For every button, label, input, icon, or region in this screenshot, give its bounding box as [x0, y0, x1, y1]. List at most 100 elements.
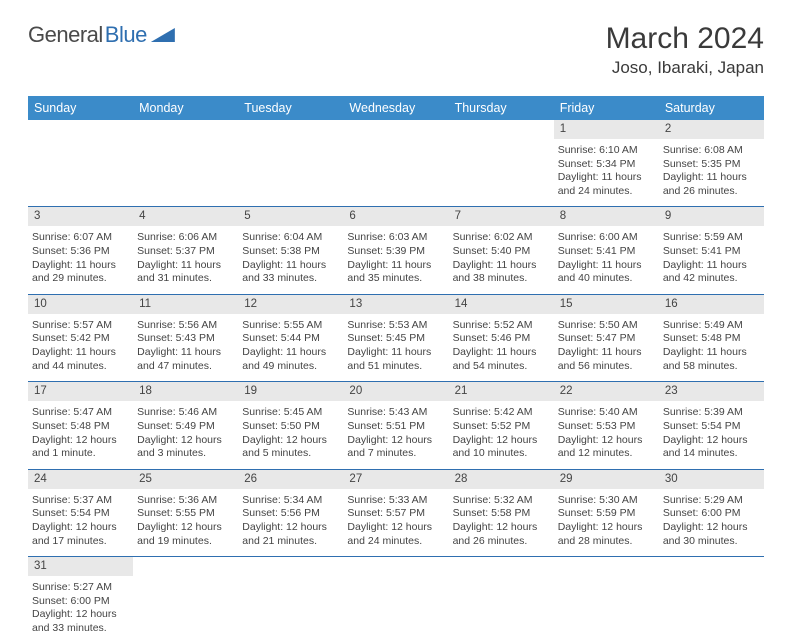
sunset-text: Sunset: 5:40 PM [453, 245, 550, 259]
day-cell: Sunrise: 6:02 AMSunset: 5:40 PMDaylight:… [449, 226, 554, 294]
sunset-text: Sunset: 5:45 PM [347, 332, 444, 346]
day-number-cell: 27 [343, 469, 448, 488]
day-number-cell: 7 [449, 207, 554, 226]
day-number-cell: 11 [133, 294, 238, 313]
sunrise-text: Sunrise: 5:59 AM [663, 231, 760, 245]
daylight-text: Daylight: 12 hours and 30 minutes. [663, 521, 760, 548]
day-number-cell: 22 [554, 382, 659, 401]
day-data-row: Sunrise: 5:57 AMSunset: 5:42 PMDaylight:… [28, 314, 764, 382]
daylight-text: Daylight: 11 hours and 42 minutes. [663, 259, 760, 286]
daylight-text: Daylight: 11 hours and 33 minutes. [242, 259, 339, 286]
daylight-text: Daylight: 11 hours and 44 minutes. [32, 346, 129, 373]
daylight-text: Daylight: 12 hours and 14 minutes. [663, 434, 760, 461]
daylight-text: Daylight: 11 hours and 56 minutes. [558, 346, 655, 373]
day-number-cell: 2 [659, 120, 764, 139]
day-number-cell: 16 [659, 294, 764, 313]
day-number-cell: 30 [659, 469, 764, 488]
day-cell [659, 576, 764, 644]
day-number-cell: 19 [238, 382, 343, 401]
daylight-text: Daylight: 12 hours and 21 minutes. [242, 521, 339, 548]
day-number-cell [554, 557, 659, 576]
sunset-text: Sunset: 6:00 PM [663, 507, 760, 521]
day-header: Wednesday [343, 96, 448, 120]
sunset-text: Sunset: 5:47 PM [558, 332, 655, 346]
day-number-cell: 10 [28, 294, 133, 313]
day-cell: Sunrise: 6:06 AMSunset: 5:37 PMDaylight:… [133, 226, 238, 294]
day-cell: Sunrise: 6:03 AMSunset: 5:39 PMDaylight:… [343, 226, 448, 294]
sunset-text: Sunset: 5:36 PM [32, 245, 129, 259]
day-cell: Sunrise: 5:42 AMSunset: 5:52 PMDaylight:… [449, 401, 554, 469]
day-cell: Sunrise: 5:50 AMSunset: 5:47 PMDaylight:… [554, 314, 659, 382]
day-data-row: Sunrise: 5:27 AMSunset: 6:00 PMDaylight:… [28, 576, 764, 644]
day-data-row: Sunrise: 5:37 AMSunset: 5:54 PMDaylight:… [28, 489, 764, 557]
day-header: Friday [554, 96, 659, 120]
day-cell: Sunrise: 5:32 AMSunset: 5:58 PMDaylight:… [449, 489, 554, 557]
day-cell: Sunrise: 5:40 AMSunset: 5:53 PMDaylight:… [554, 401, 659, 469]
daylight-text: Daylight: 11 hours and 35 minutes. [347, 259, 444, 286]
sunset-text: Sunset: 5:53 PM [558, 420, 655, 434]
daylight-text: Daylight: 11 hours and 29 minutes. [32, 259, 129, 286]
sunset-text: Sunset: 5:54 PM [32, 507, 129, 521]
sunset-text: Sunset: 5:38 PM [242, 245, 339, 259]
sunset-text: Sunset: 5:48 PM [32, 420, 129, 434]
day-number-cell [343, 557, 448, 576]
day-number-cell: 28 [449, 469, 554, 488]
sunrise-text: Sunrise: 5:55 AM [242, 319, 339, 333]
day-cell [554, 576, 659, 644]
day-number-cell: 6 [343, 207, 448, 226]
sunset-text: Sunset: 5:55 PM [137, 507, 234, 521]
sunrise-text: Sunrise: 5:36 AM [137, 494, 234, 508]
day-cell: Sunrise: 5:53 AMSunset: 5:45 PMDaylight:… [343, 314, 448, 382]
sunrise-text: Sunrise: 6:00 AM [558, 231, 655, 245]
day-cell: Sunrise: 6:08 AMSunset: 5:35 PMDaylight:… [659, 139, 764, 207]
sunset-text: Sunset: 5:34 PM [558, 158, 655, 172]
daylight-text: Daylight: 12 hours and 7 minutes. [347, 434, 444, 461]
day-cell [133, 576, 238, 644]
sunset-text: Sunset: 5:42 PM [32, 332, 129, 346]
sunrise-text: Sunrise: 5:40 AM [558, 406, 655, 420]
daynum-row: 17181920212223 [28, 382, 764, 401]
sunset-text: Sunset: 5:41 PM [558, 245, 655, 259]
daylight-text: Daylight: 11 hours and 54 minutes. [453, 346, 550, 373]
day-number-cell: 14 [449, 294, 554, 313]
day-cell: Sunrise: 5:49 AMSunset: 5:48 PMDaylight:… [659, 314, 764, 382]
day-data-row: Sunrise: 5:47 AMSunset: 5:48 PMDaylight:… [28, 401, 764, 469]
day-header: Sunday [28, 96, 133, 120]
sunrise-text: Sunrise: 5:46 AM [137, 406, 234, 420]
day-cell [343, 576, 448, 644]
daylight-text: Daylight: 11 hours and 38 minutes. [453, 259, 550, 286]
daylight-text: Daylight: 11 hours and 47 minutes. [137, 346, 234, 373]
day-cell [449, 576, 554, 644]
daylight-text: Daylight: 11 hours and 58 minutes. [663, 346, 760, 373]
daylight-text: Daylight: 11 hours and 26 minutes. [663, 171, 760, 198]
sunrise-text: Sunrise: 5:49 AM [663, 319, 760, 333]
day-cell: Sunrise: 6:04 AMSunset: 5:38 PMDaylight:… [238, 226, 343, 294]
day-number-cell: 18 [133, 382, 238, 401]
day-cell: Sunrise: 5:34 AMSunset: 5:56 PMDaylight:… [238, 489, 343, 557]
day-cell: Sunrise: 5:36 AMSunset: 5:55 PMDaylight:… [133, 489, 238, 557]
daynum-row: 3456789 [28, 207, 764, 226]
sunset-text: Sunset: 5:52 PM [453, 420, 550, 434]
day-number-cell: 26 [238, 469, 343, 488]
sunset-text: Sunset: 5:56 PM [242, 507, 339, 521]
day-cell: Sunrise: 5:29 AMSunset: 6:00 PMDaylight:… [659, 489, 764, 557]
day-cell: Sunrise: 6:10 AMSunset: 5:34 PMDaylight:… [554, 139, 659, 207]
day-number-cell [133, 120, 238, 139]
daylight-text: Daylight: 11 hours and 51 minutes. [347, 346, 444, 373]
sunset-text: Sunset: 5:37 PM [137, 245, 234, 259]
day-cell: Sunrise: 6:00 AMSunset: 5:41 PMDaylight:… [554, 226, 659, 294]
day-number-cell: 8 [554, 207, 659, 226]
daynum-row: 24252627282930 [28, 469, 764, 488]
logo-triangle-icon [151, 28, 175, 42]
day-number-cell: 20 [343, 382, 448, 401]
day-number-cell [449, 557, 554, 576]
day-number-cell: 25 [133, 469, 238, 488]
sunset-text: Sunset: 5:49 PM [137, 420, 234, 434]
sunset-text: Sunset: 5:43 PM [137, 332, 234, 346]
day-cell: Sunrise: 5:56 AMSunset: 5:43 PMDaylight:… [133, 314, 238, 382]
day-number-cell [343, 120, 448, 139]
day-header: Thursday [449, 96, 554, 120]
sunset-text: Sunset: 5:54 PM [663, 420, 760, 434]
daylight-text: Daylight: 12 hours and 19 minutes. [137, 521, 234, 548]
sunrise-text: Sunrise: 6:06 AM [137, 231, 234, 245]
